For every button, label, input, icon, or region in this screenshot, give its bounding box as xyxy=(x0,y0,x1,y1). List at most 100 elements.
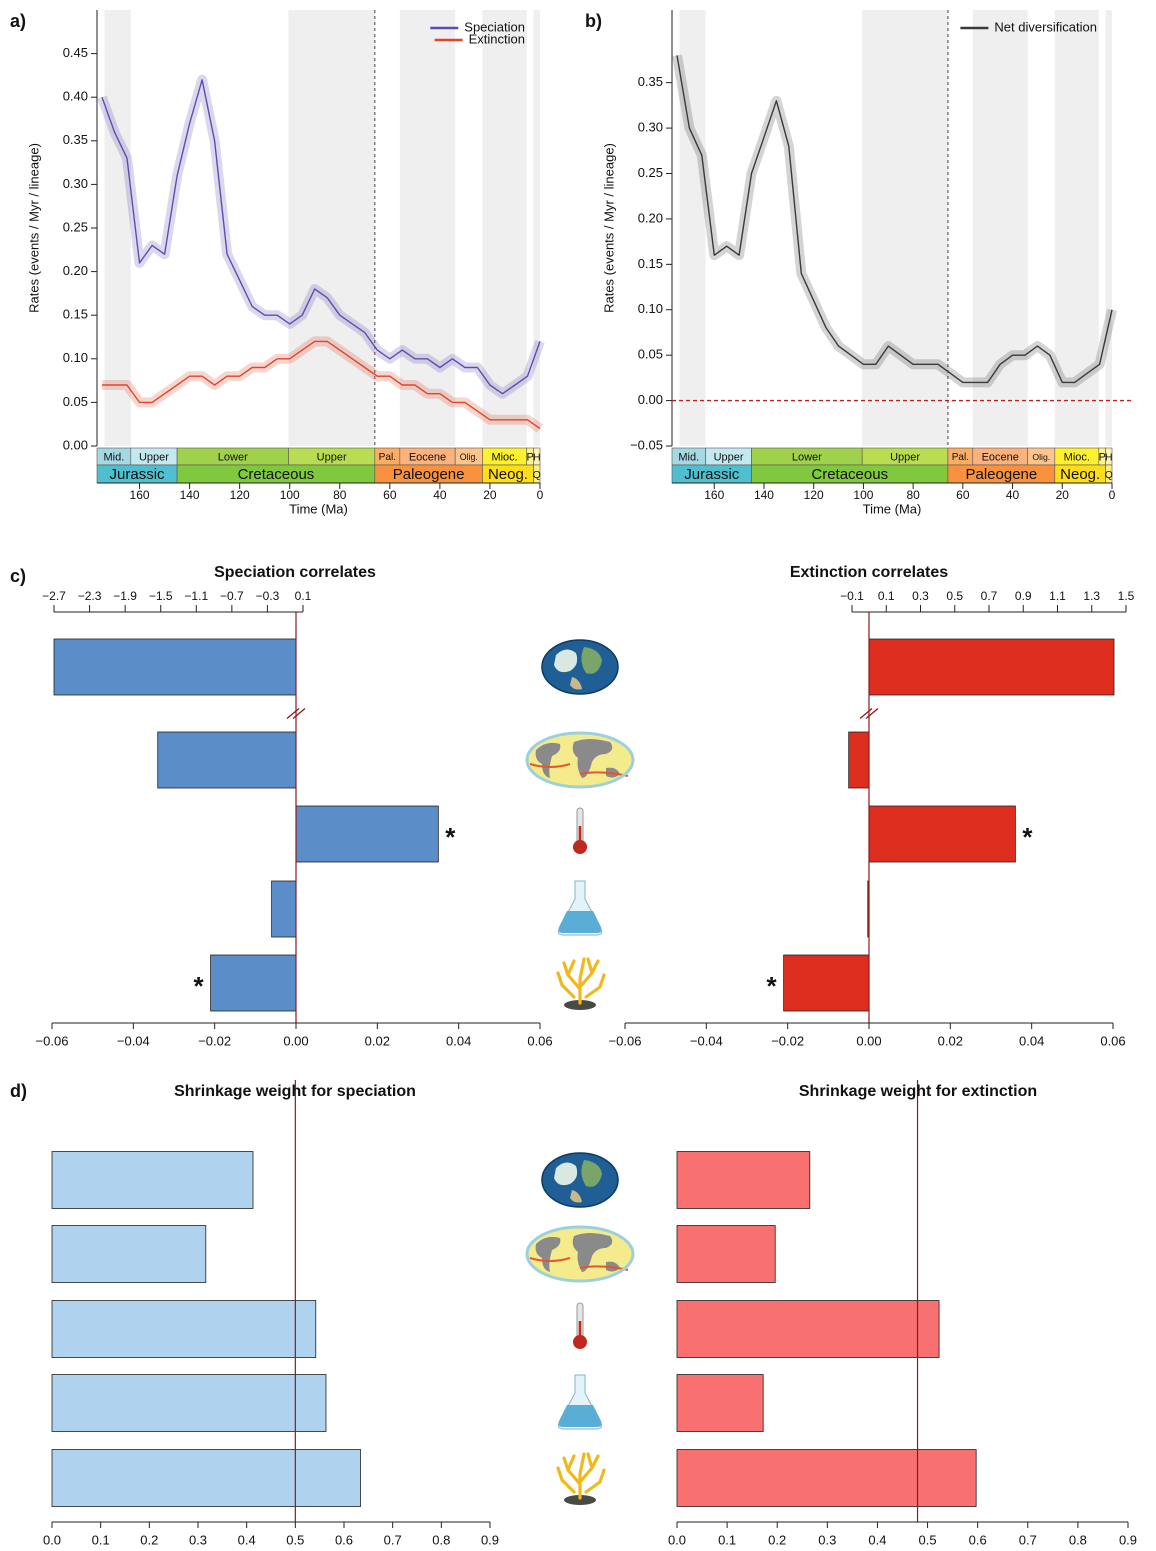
x-tick-label: 0.6 xyxy=(335,1532,353,1547)
x-tick-label: 0.7 xyxy=(1019,1532,1037,1547)
x-tick-label: 0.04 xyxy=(1019,1033,1044,1048)
x-tick-label: 0.5 xyxy=(919,1532,937,1547)
significance-mark: * xyxy=(194,971,205,1001)
epoch-label: Upper xyxy=(317,451,347,463)
y-tick-label: 0.05 xyxy=(638,347,663,362)
figure: 0.000.050.100.150.200.250.300.350.400.45… xyxy=(0,0,1156,1551)
icons-c xyxy=(527,640,633,1010)
legend-label: Net diversification xyxy=(994,19,1097,34)
panel-title: Extinction correlates xyxy=(790,564,948,581)
x-tick-label: 0.00 xyxy=(283,1033,308,1048)
y-tick-label: 0.15 xyxy=(63,307,88,322)
x-tick-label: 20 xyxy=(1056,488,1070,502)
panel-label: c) xyxy=(10,566,26,586)
bar xyxy=(677,1375,763,1432)
bar xyxy=(52,1152,253,1209)
thermometer-icon xyxy=(573,808,587,854)
epoch-label: Lower xyxy=(792,451,822,463)
y-axis-title: Rates (events / Myr / lineage) xyxy=(26,143,41,313)
x-tick-label: 60 xyxy=(383,488,397,502)
epoch-label: Olig. xyxy=(1032,452,1050,462)
epoch-label: Upper xyxy=(714,451,744,463)
bar xyxy=(677,1226,775,1283)
stage-shading xyxy=(862,10,948,446)
thermometer-icon xyxy=(573,1303,587,1349)
stage-shading xyxy=(1106,10,1112,446)
bar xyxy=(849,732,869,788)
x-tick-label: 0.1 xyxy=(718,1532,736,1547)
y-tick-label: 0.10 xyxy=(63,350,88,365)
x-tick-label: 80 xyxy=(906,488,920,502)
y-tick-label: 0.10 xyxy=(638,301,663,316)
x-tick-label: 140 xyxy=(754,488,774,502)
panel-title: Shrinkage weight for extinction xyxy=(799,1083,1037,1100)
stage-shading xyxy=(533,10,540,446)
x-tick-label: 0.00 xyxy=(856,1033,881,1048)
flask-icon xyxy=(559,1375,602,1429)
x-tick-label: −0.02 xyxy=(198,1033,231,1048)
flask-icon xyxy=(559,881,602,935)
x-tick-label: 0.06 xyxy=(1100,1033,1125,1048)
y-tick-label: 0.20 xyxy=(63,263,88,278)
panel-title: Shrinkage weight for speciation xyxy=(174,1083,416,1100)
x2-tick-label: 0.3 xyxy=(912,589,929,603)
x-tick-label: 0.2 xyxy=(768,1532,786,1547)
axis-break xyxy=(293,709,305,719)
x-tick-label: 0.02 xyxy=(365,1033,390,1048)
legend-label: Extinction xyxy=(469,31,525,46)
x2-tick-label: 0.1 xyxy=(878,589,895,603)
x-tick-label: 0.6 xyxy=(969,1532,987,1547)
epoch-label: Upper xyxy=(890,451,920,463)
y-tick-label: 0.25 xyxy=(63,219,88,234)
period-label: Neog. xyxy=(1060,466,1100,483)
x2-tick-label: 1.1 xyxy=(1049,589,1066,603)
period-label: Q xyxy=(1105,470,1113,481)
epoch-label: Mioc. xyxy=(491,451,517,463)
y-tick-label: 0.30 xyxy=(638,120,663,135)
y-tick-label: 0.00 xyxy=(63,437,88,452)
epoch-label: Pal. xyxy=(952,452,969,463)
icons-d xyxy=(527,1153,633,1505)
y-tick-label: 0.45 xyxy=(63,45,88,60)
x-tick-label: 0.02 xyxy=(938,1033,963,1048)
bar xyxy=(272,881,296,937)
y-tick-label: 0.20 xyxy=(638,210,663,225)
x-tick-label: 0.0 xyxy=(668,1532,686,1547)
x2-tick-label: −0.1 xyxy=(840,589,864,603)
x-tick-label: 0.0 xyxy=(43,1532,61,1547)
x-tick-label: 0.3 xyxy=(818,1532,836,1547)
x2-tick-label: 0.1 xyxy=(295,589,312,603)
significance-mark: * xyxy=(445,822,456,852)
bar xyxy=(296,806,438,862)
panel-label: b) xyxy=(585,11,602,31)
x-tick-label: −0.02 xyxy=(771,1033,804,1048)
epoch-label: Mid. xyxy=(104,451,125,463)
significance-mark: * xyxy=(1022,822,1033,852)
axis-break xyxy=(287,709,299,719)
bar xyxy=(52,1375,326,1432)
period-label: Q xyxy=(533,469,541,481)
x-tick-label: −0.04 xyxy=(690,1033,723,1048)
y-tick-label: −0.05 xyxy=(630,437,663,452)
period-label: Neog. xyxy=(488,466,528,483)
x-tick-label: 0 xyxy=(537,488,544,502)
bar xyxy=(677,1152,810,1209)
epoch-label: Eocene xyxy=(409,451,446,463)
x2-tick-label: 1.5 xyxy=(1118,589,1135,603)
x-tick-label: 0.4 xyxy=(238,1532,256,1547)
bar xyxy=(677,1301,939,1358)
y-tick-label: 0.00 xyxy=(638,392,663,407)
x-tick-label: 0.8 xyxy=(432,1532,450,1547)
x2-tick-label: 0.7 xyxy=(981,589,998,603)
period-label: Jurassic xyxy=(110,466,166,483)
x-tick-label: 120 xyxy=(804,488,824,502)
epoch-label: Mid. xyxy=(678,451,699,463)
x-tick-label: 0.8 xyxy=(1069,1532,1087,1547)
bar xyxy=(869,639,1114,695)
x-tick-label: 0.7 xyxy=(384,1532,402,1547)
x-tick-label: 80 xyxy=(333,488,347,502)
x-tick-label: 0.2 xyxy=(140,1532,158,1547)
panel-label: a) xyxy=(10,11,26,31)
x-tick-label: 100 xyxy=(280,488,300,502)
x2-tick-label: −0.7 xyxy=(220,589,244,603)
